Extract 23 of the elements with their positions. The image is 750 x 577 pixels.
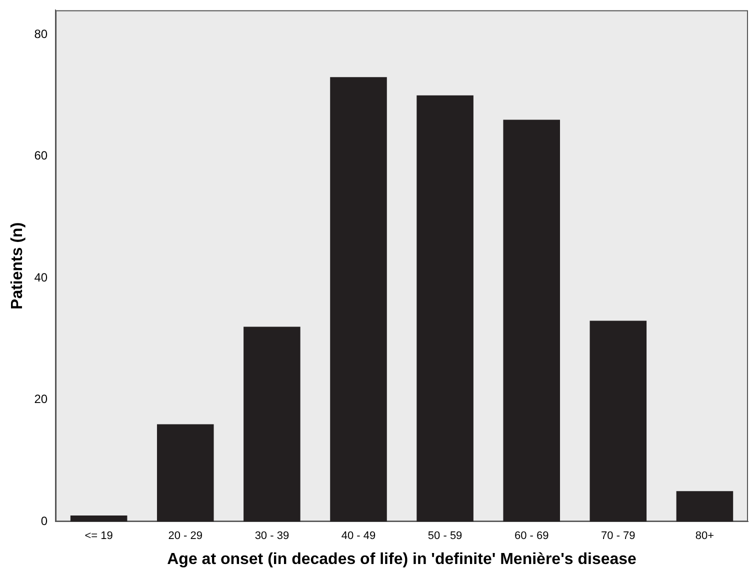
- x-tick-label: 40 - 49: [341, 530, 376, 542]
- x-tick-label: 50 - 59: [428, 530, 462, 542]
- y-tick-label: 20: [34, 392, 48, 406]
- y-tick-label: 80: [34, 26, 48, 41]
- bar: [70, 516, 128, 522]
- y-axis-title: Patients (n): [9, 222, 26, 310]
- x-axis-title: Age at onset (in decades of life) in 'definite' Menière's disease: [167, 550, 637, 568]
- y-tick-label: 40: [34, 270, 48, 284]
- bar: [244, 326, 300, 522]
- bar: [590, 320, 647, 522]
- bar: [503, 120, 560, 522]
- x-tick-label: 30 - 39: [254, 530, 290, 542]
- bar: [330, 77, 387, 522]
- x-tick-label: 80+: [695, 530, 714, 542]
- x-tick-label: <= 19: [84, 530, 113, 542]
- bar: [676, 491, 734, 522]
- x-tick-label: 60 - 69: [514, 530, 549, 542]
- y-tick-label: 0: [40, 514, 48, 528]
- x-tick-label: 70 - 79: [601, 530, 636, 542]
- y-tick-label: 60: [34, 148, 48, 163]
- bar: [156, 424, 214, 522]
- x-tick-label: 20 - 29: [168, 530, 203, 542]
- bar: [416, 95, 474, 522]
